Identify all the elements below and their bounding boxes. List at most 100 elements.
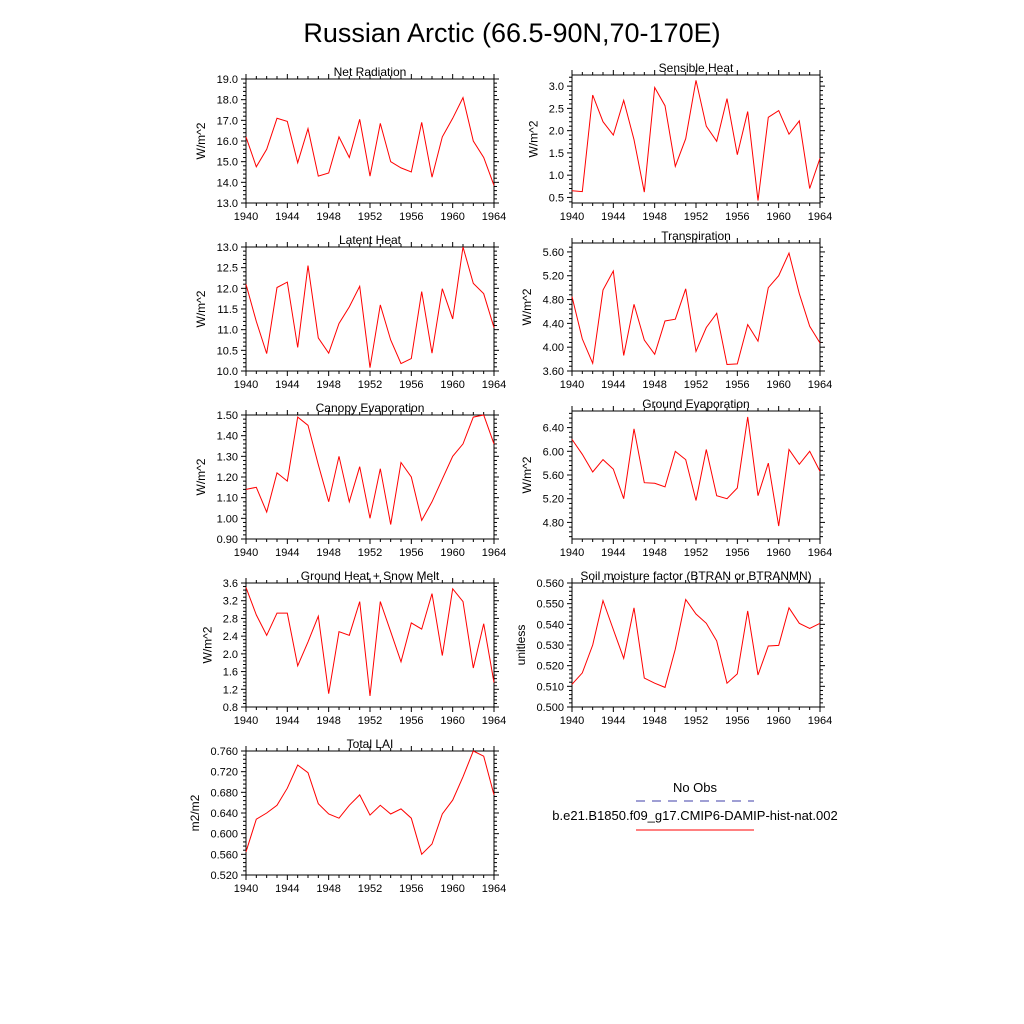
plot-frame bbox=[245, 78, 495, 204]
x-tick-label: 1964 bbox=[808, 211, 832, 223]
series-line bbox=[571, 80, 821, 201]
series-line bbox=[245, 96, 495, 186]
y-tick-label: 11.5 bbox=[217, 304, 238, 316]
y-tick-label: 6.40 bbox=[543, 423, 564, 435]
y-tick-label: 2.0 bbox=[223, 649, 238, 661]
x-tick-label: 1952 bbox=[684, 547, 708, 559]
y-tick-label: 0.720 bbox=[210, 767, 238, 779]
x-tick-label: 1940 bbox=[560, 211, 584, 223]
y-tick-label: 6.00 bbox=[543, 446, 564, 458]
chart-panels: Net Radiation 1940 1944 1948 1952 1956 1960 196… bbox=[188, 61, 832, 895]
x-tick-label: 1956 bbox=[399, 883, 423, 895]
y-tick-label: 0.560 bbox=[210, 849, 238, 861]
y-axis-label: W/m^2 bbox=[526, 120, 540, 157]
y-tick-label: 3.2 bbox=[223, 596, 238, 608]
y-tick-label: 0.500 bbox=[536, 702, 564, 714]
y-axis-label: W/m^2 bbox=[200, 626, 214, 663]
series-line bbox=[245, 246, 495, 368]
x-tick-label: 1952 bbox=[358, 883, 382, 895]
y-tick-label: 1.00 bbox=[217, 513, 238, 525]
x-tick-label: 1956 bbox=[399, 379, 423, 391]
x-tick-label: 1940 bbox=[560, 547, 584, 559]
y-tick-label: 0.680 bbox=[210, 787, 238, 799]
series-line bbox=[245, 750, 495, 856]
series-line bbox=[571, 598, 821, 689]
panel-title: Sensible Heat bbox=[659, 61, 734, 75]
y-tick-label: 5.60 bbox=[543, 247, 564, 259]
series-line bbox=[245, 587, 495, 696]
x-tick-label: 1956 bbox=[725, 211, 749, 223]
x-tick-label: 1964 bbox=[482, 715, 506, 727]
y-tick-label: 2.5 bbox=[549, 103, 564, 115]
y-tick-label: 12.0 bbox=[217, 283, 238, 295]
y-tick-label: 1.20 bbox=[217, 472, 238, 484]
y-tick-label: 0.600 bbox=[210, 829, 238, 841]
x-tick-label: 1960 bbox=[440, 883, 464, 895]
y-axis-label: W/m^2 bbox=[520, 288, 534, 325]
x-tick-label: 1948 bbox=[642, 547, 666, 559]
panel-title: Soil moisture factor (BTRAN or BTRANMN) bbox=[580, 569, 811, 583]
x-tick-label: 1944 bbox=[601, 715, 625, 727]
y-tick-label: 0.510 bbox=[536, 681, 564, 693]
chart-panel-8: Total LAI 1940 1944 1948 1952 1956 1960 1964 0.5… bbox=[188, 737, 506, 895]
x-tick-label: 1964 bbox=[482, 547, 506, 559]
x-tick-label: 1956 bbox=[725, 715, 749, 727]
x-tick-label: 1940 bbox=[560, 715, 584, 727]
y-tick-label: 1.10 bbox=[217, 493, 238, 505]
x-tick-label: 1940 bbox=[234, 379, 258, 391]
x-tick-label: 1952 bbox=[684, 715, 708, 727]
y-tick-label: 19.0 bbox=[217, 74, 238, 86]
y-tick-label: 5.60 bbox=[543, 470, 564, 482]
chart-panel-4: Canopy Evaporation 1940 1944 1948 1952 1956 19… bbox=[194, 401, 506, 559]
y-tick-label: 13.0 bbox=[217, 198, 238, 210]
y-tick-label: 0.530 bbox=[536, 640, 564, 652]
x-tick-label: 1944 bbox=[275, 547, 299, 559]
y-tick-label: 1.6 bbox=[223, 667, 238, 679]
chart-panel-2: Latent Heat 1940 1944 1948 1952 1956 1960 1964 1… bbox=[194, 233, 506, 391]
x-tick-label: 1948 bbox=[642, 211, 666, 223]
y-tick-label: 0.8 bbox=[223, 702, 238, 714]
panel-title: Transpiration bbox=[661, 229, 731, 243]
x-tick-label: 1952 bbox=[358, 211, 382, 223]
panel-title: Latent Heat bbox=[339, 233, 402, 247]
y-tick-label: 11.0 bbox=[217, 325, 238, 337]
x-tick-label: 1948 bbox=[316, 547, 340, 559]
x-tick-label: 1956 bbox=[399, 715, 423, 727]
x-tick-label: 1940 bbox=[560, 379, 584, 391]
y-tick-label: 13.0 bbox=[217, 242, 238, 254]
x-tick-label: 1964 bbox=[482, 883, 506, 895]
y-tick-label: 0.540 bbox=[536, 619, 564, 631]
y-axis-label: unitless bbox=[514, 625, 528, 666]
x-tick-label: 1960 bbox=[766, 379, 790, 391]
series-line bbox=[571, 251, 821, 366]
y-tick-label: 4.80 bbox=[543, 295, 564, 307]
x-tick-label: 1940 bbox=[234, 211, 258, 223]
y-tick-label: 1.2 bbox=[223, 684, 238, 696]
y-tick-label: 4.80 bbox=[543, 517, 564, 529]
x-tick-label: 1948 bbox=[642, 379, 666, 391]
series-line bbox=[571, 416, 821, 527]
chart-panel-3: Transpiration 1940 1944 1948 1952 1956 1960 196… bbox=[520, 229, 832, 391]
legend-model-label: b.e21.B1850.f09_g17.CMIP6-DAMIP-hist-nat… bbox=[552, 808, 837, 823]
chart-panel-0: Net Radiation 1940 1944 1948 1952 1956 1960 196… bbox=[194, 65, 506, 223]
plot-frame bbox=[245, 414, 495, 540]
y-tick-label: 1.0 bbox=[549, 170, 564, 182]
y-tick-label: 0.520 bbox=[536, 661, 564, 673]
y-axis-label: W/m^2 bbox=[194, 122, 208, 159]
x-tick-label: 1960 bbox=[440, 547, 464, 559]
x-tick-label: 1960 bbox=[440, 379, 464, 391]
plot-frame bbox=[571, 74, 821, 204]
y-tick-label: 15.0 bbox=[217, 157, 238, 169]
series-line bbox=[245, 414, 495, 525]
y-tick-label: 4.00 bbox=[543, 342, 564, 354]
x-tick-label: 1948 bbox=[316, 715, 340, 727]
x-tick-label: 1952 bbox=[358, 379, 382, 391]
panel-title: Ground Evaporation bbox=[642, 397, 749, 411]
y-tick-label: 0.640 bbox=[210, 808, 238, 820]
x-tick-label: 1960 bbox=[440, 715, 464, 727]
panel-title: Net Radiation bbox=[334, 65, 407, 79]
y-axis-label: W/m^2 bbox=[194, 458, 208, 495]
x-tick-label: 1964 bbox=[482, 379, 506, 391]
panel-title: Total LAI bbox=[347, 737, 394, 751]
